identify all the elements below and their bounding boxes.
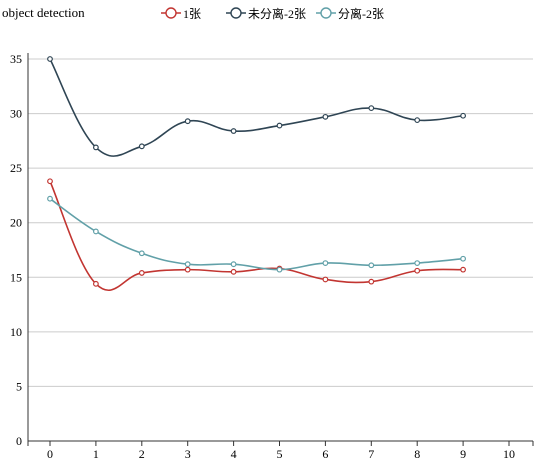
y-tick-label: 20 bbox=[10, 216, 22, 230]
legend[interactable]: 1张 未分离-2张 分离-2张 bbox=[161, 6, 384, 21]
data-point[interactable] bbox=[230, 261, 237, 268]
y-tick-label: 35 bbox=[10, 52, 22, 66]
data-point[interactable] bbox=[184, 266, 191, 273]
grid-lines bbox=[28, 58, 533, 387]
x-tick-label: 6 bbox=[322, 447, 328, 461]
legend-marker bbox=[165, 7, 177, 19]
data-point[interactable] bbox=[92, 228, 99, 235]
data-point[interactable] bbox=[460, 255, 467, 262]
y-tick-label: 5 bbox=[16, 379, 22, 393]
legend-item[interactable]: 1张 bbox=[161, 7, 201, 21]
data-point[interactable] bbox=[460, 112, 467, 119]
y-tick-label: 15 bbox=[10, 270, 22, 284]
data-point[interactable] bbox=[47, 56, 53, 62]
series-1 bbox=[47, 178, 467, 291]
series-line bbox=[49, 180, 464, 291]
data-point[interactable] bbox=[230, 128, 237, 134]
x-tick-label: 2 bbox=[139, 447, 145, 461]
data-point[interactable] bbox=[368, 278, 375, 285]
legend-item[interactable]: 未分离-2张 bbox=[226, 6, 306, 21]
chart-title: object detection bbox=[2, 5, 85, 20]
x-tick-label: 1 bbox=[93, 447, 99, 461]
y-tick-label: 10 bbox=[10, 325, 22, 339]
data-point[interactable] bbox=[368, 262, 375, 269]
series-layer bbox=[47, 56, 467, 291]
data-point[interactable] bbox=[47, 195, 53, 202]
data-point[interactable] bbox=[276, 266, 283, 273]
legend-label: 1张 bbox=[183, 7, 201, 21]
axes: 0 5 10 15 20 25 30 35 0 1 2 3 4 5 6 7 8 9 10 bbox=[10, 52, 534, 461]
x-tick-label: 10 bbox=[503, 447, 515, 461]
series-3 bbox=[47, 195, 467, 273]
y-tick-label: 0 bbox=[16, 434, 22, 448]
data-point[interactable] bbox=[138, 270, 145, 276]
data-point[interactable] bbox=[460, 266, 467, 273]
data-point[interactable] bbox=[322, 276, 329, 283]
data-point[interactable] bbox=[414, 267, 421, 274]
x-tick-label: 8 bbox=[414, 447, 420, 461]
data-point[interactable] bbox=[276, 122, 283, 129]
data-point[interactable] bbox=[92, 144, 99, 151]
data-point[interactable] bbox=[47, 178, 53, 185]
data-point[interactable] bbox=[138, 250, 145, 257]
data-point[interactable] bbox=[368, 105, 375, 112]
x-tick-label: 7 bbox=[368, 447, 374, 461]
y-tick-label: 30 bbox=[10, 107, 22, 121]
legend-marker bbox=[320, 7, 332, 19]
data-point[interactable] bbox=[322, 113, 329, 120]
x-tick-label: 3 bbox=[185, 447, 191, 461]
data-point[interactable] bbox=[92, 280, 99, 287]
data-point[interactable] bbox=[138, 143, 145, 150]
data-point[interactable] bbox=[414, 260, 421, 266]
data-point[interactable] bbox=[230, 268, 237, 275]
data-point[interactable] bbox=[184, 118, 191, 125]
x-tick-label: 4 bbox=[231, 447, 237, 461]
series-line bbox=[49, 58, 464, 157]
y-tick-label: 25 bbox=[10, 161, 22, 175]
series-line bbox=[49, 198, 464, 271]
legend-marker bbox=[230, 7, 242, 19]
data-point[interactable] bbox=[414, 117, 421, 124]
legend-item[interactable]: 分离-2张 bbox=[316, 6, 384, 21]
series-2 bbox=[47, 56, 467, 157]
data-point[interactable] bbox=[184, 261, 191, 268]
legend-label: 分离-2张 bbox=[338, 6, 384, 21]
x-tick-label: 0 bbox=[47, 447, 53, 461]
x-tick-label: 5 bbox=[277, 447, 283, 461]
legend-label: 未分离-2张 bbox=[248, 6, 306, 21]
x-tick-label: 9 bbox=[460, 447, 466, 461]
data-point[interactable] bbox=[322, 260, 329, 266]
